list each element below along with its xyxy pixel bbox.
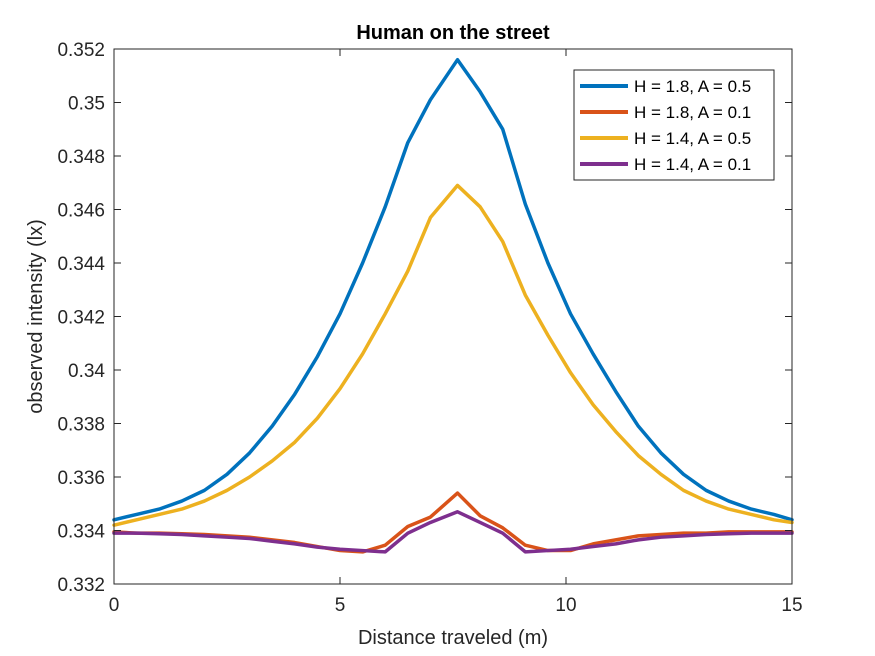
x-tick-label: 0: [109, 595, 120, 616]
y-tick-label: 0.334: [57, 522, 105, 543]
legend: H = 1.8, A = 0.5 H = 1.8, A = 0.1 H = 1.4,…: [573, 69, 775, 181]
x-tick-label: 5: [335, 595, 346, 616]
legend-label-2: H = 1.8, A = 0.1: [634, 103, 751, 122]
legend-label-4: H = 1.4, A = 0.1: [634, 155, 751, 174]
x-axis-label: Distance traveled (m): [358, 627, 548, 649]
series-line-4: [112, 510, 794, 554]
chart-title: Human on the street: [356, 22, 550, 44]
y-tick-label: 0.344: [57, 254, 105, 275]
series-line-1: [112, 57, 794, 522]
y-tick-label: 0.332: [57, 575, 105, 596]
y-tick-label: 0.336: [57, 468, 105, 489]
y-tick-label: 0.338: [57, 415, 105, 436]
y-tick-label: 0.346: [57, 201, 105, 222]
legend-label-3: H = 1.4, A = 0.5: [634, 129, 751, 148]
x-tick-label: 10: [555, 595, 576, 616]
series-layer: [112, 57, 794, 554]
y-tick-label: 0.342: [57, 308, 105, 329]
y-tick-label: 0.348: [57, 147, 105, 168]
legend-label-1: H = 1.8, A = 0.5: [634, 77, 751, 96]
series-line-3: [112, 183, 794, 527]
y-tick-label: 0.352: [57, 40, 105, 61]
y-tick-label: 0.35: [68, 94, 105, 115]
ticks-layer: 0 5 10 15 0.332 0.334 0.336 0.338 0.34 0.342 0.344…: [57, 40, 802, 616]
y-axis-label: observed intensity (lx): [25, 219, 47, 414]
legend-box: [573, 69, 775, 181]
x-tick-label: 15: [781, 595, 802, 616]
y-tick-label: 0.34: [68, 361, 105, 382]
